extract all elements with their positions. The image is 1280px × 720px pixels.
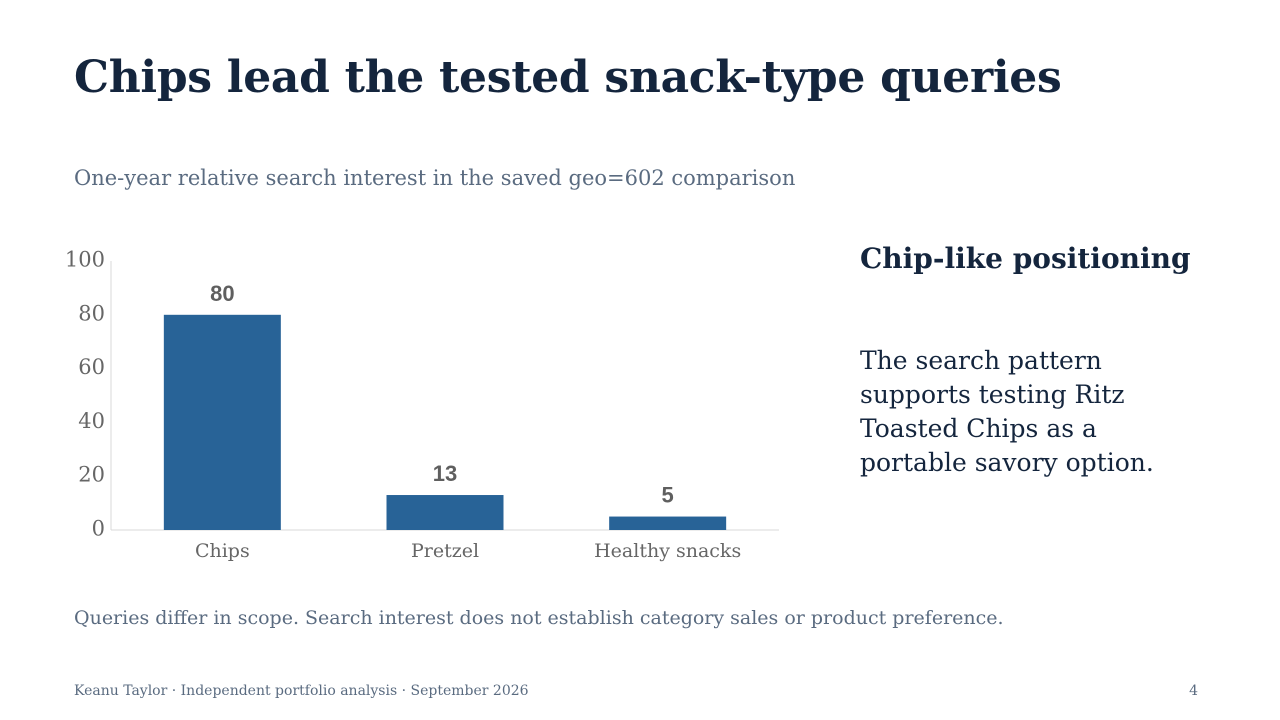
bar-chips <box>163 314 281 530</box>
y-tick-label: 20 <box>78 463 105 487</box>
y-tick-label: 100 <box>65 248 105 272</box>
bar-pretzel <box>386 495 504 530</box>
x-tick-label: Pretzel <box>411 540 479 562</box>
side-heading: Chip-like positioning <box>860 242 1191 275</box>
bar-value-label: 13 <box>433 461 457 486</box>
slide-title: Chips lead the tested snack-type queries <box>74 52 1062 103</box>
slide-subtitle: One-year relative search interest in the… <box>74 166 796 190</box>
y-tick-label: 60 <box>78 355 105 379</box>
x-tick-label: Chips <box>195 540 250 562</box>
y-tick-label: 0 <box>92 517 105 541</box>
side-body-text: The search pattern supports testing Ritz… <box>860 346 1154 477</box>
bar-value-label: 5 <box>662 483 674 508</box>
bar-value-label: 80 <box>210 281 234 306</box>
y-tick-label: 40 <box>78 409 105 433</box>
x-tick-label: Healthy snacks <box>594 540 741 562</box>
caveat-note: Queries differ in scope. Search interest… <box>74 607 1004 629</box>
y-tick-label: 80 <box>78 301 105 325</box>
page-number: 4 <box>1189 683 1198 699</box>
bar-healthy-snacks <box>609 516 727 530</box>
footer-credit: Keanu Taylor · Independent portfolio ana… <box>74 683 529 699</box>
